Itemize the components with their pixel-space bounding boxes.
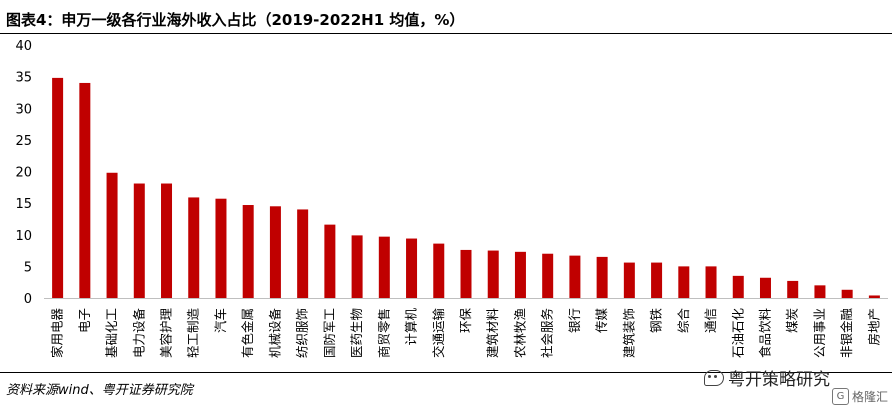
x-tick-label: 综合 <box>676 308 691 334</box>
y-tick-label: 15 <box>15 197 32 212</box>
bar-公用事业 <box>814 285 826 298</box>
bars <box>52 77 880 299</box>
bar-环保 <box>460 249 472 298</box>
bar-建筑装饰 <box>623 262 635 298</box>
x-tick-label: 钢铁 <box>649 308 664 334</box>
source-note: 资料来源wind、粤开证券研究院 <box>6 383 193 398</box>
bar-通信 <box>705 266 717 299</box>
bar-银行 <box>569 255 581 298</box>
bar-电子 <box>79 82 91 298</box>
x-tick-label: 纺织服饰 <box>295 308 310 358</box>
bar-chart: 0 5 10 15 20 25 30 35 40 家用电器 电子 基础化工 电力设备 美容护理 轻工制造汽… <box>15 39 888 359</box>
bar-纺织服饰 <box>297 209 309 298</box>
x-tick-label: 美容护理 <box>159 308 174 359</box>
x-tick-label: 国防军工 <box>322 308 337 358</box>
bar-煤炭 <box>787 280 799 298</box>
bottom-divider <box>0 372 892 373</box>
bar-建筑材料 <box>487 250 499 298</box>
x-axis-labels: 家用电器 电子 基础化工 电力设备 美容护理 轻工制造 汽车 有色金属 机械设备 纺织服饰 国防军工… <box>50 308 882 359</box>
x-tick-label: 石油石化 <box>730 308 745 359</box>
x-tick-label: 银行 <box>567 308 582 333</box>
x-tick-label: 电子 <box>77 308 92 333</box>
bar-非银金融 <box>841 289 853 298</box>
bar-医药生物 <box>351 235 363 298</box>
x-tick-label: 建筑材料 <box>485 308 500 359</box>
bar-家用电器 <box>52 77 64 298</box>
x-tick-label: 建筑装饰 <box>621 308 636 358</box>
y-tick-label: 30 <box>15 102 32 117</box>
x-tick-label: 传媒 <box>594 308 609 334</box>
logo: G 格隆汇 <box>831 388 888 405</box>
y-tick-label: 35 <box>15 71 32 86</box>
bar-传媒 <box>596 256 608 298</box>
x-tick-label: 医药生物 <box>349 308 364 358</box>
x-tick-label: 食品饮料 <box>757 308 772 359</box>
x-tick-label: 计算机 <box>404 308 419 346</box>
watermark-text: 粤开策略研究 <box>728 370 830 390</box>
x-tick-label: 非银金融 <box>839 308 854 359</box>
bar-基础化工 <box>106 172 118 298</box>
y-tick-label: 0 <box>24 292 32 307</box>
x-tick-label: 轻工制造 <box>186 308 201 359</box>
x-tick-label: 交通运输 <box>431 308 446 359</box>
bar-综合 <box>678 266 690 299</box>
bar-社会服务 <box>542 253 554 298</box>
bar-轻工制造 <box>188 197 200 298</box>
wechat-icon <box>704 369 724 386</box>
y-tick-label: 40 <box>15 39 32 54</box>
bar-美容护理 <box>161 183 173 298</box>
x-tick-label: 煤炭 <box>785 308 800 333</box>
bar-计算机 <box>406 238 418 298</box>
chart-title: 图表4：申万一级各行业海外收入占比（2019-2022H1 均值，%） <box>6 11 465 29</box>
x-tick-label: 机械设备 <box>267 308 282 359</box>
x-tick-label: 农林牧渔 <box>512 308 527 358</box>
bar-交通运输 <box>433 243 445 298</box>
x-tick-label: 汽车 <box>213 308 228 333</box>
bar-电力设备 <box>133 183 145 298</box>
y-tick-label: 10 <box>15 229 32 244</box>
bar-国防军工 <box>324 224 336 298</box>
y-axis-ticks: 0 5 10 15 20 25 30 35 40 <box>15 39 32 307</box>
x-tick-label: 通信 <box>703 308 718 333</box>
bar-有色金属 <box>242 205 254 298</box>
x-tick-label: 电力设备 <box>131 308 146 359</box>
bar-石油石化 <box>732 275 744 298</box>
x-tick-label: 商贸零售 <box>376 308 391 358</box>
bar-农林牧渔 <box>514 251 526 298</box>
watermark: 粤开策略研究 <box>704 365 830 390</box>
x-tick-label: 环保 <box>458 308 473 334</box>
y-tick-label: 20 <box>15 166 32 181</box>
logo-icon: G <box>831 388 849 405</box>
y-tick-label: 25 <box>15 134 32 149</box>
x-tick-label: 公用事业 <box>812 308 827 358</box>
top-divider <box>0 33 892 34</box>
bar-商贸零售 <box>378 236 390 298</box>
x-tick-label: 房地产 <box>866 308 881 346</box>
x-tick-label: 有色金属 <box>240 308 255 358</box>
bar-房地产 <box>868 295 880 298</box>
x-tick-label: 基础化工 <box>104 308 119 358</box>
x-tick-label: 社会服务 <box>540 308 555 358</box>
bar-钢铁 <box>651 262 663 298</box>
bar-汽车 <box>215 198 227 298</box>
logo-text: 格隆汇 <box>851 390 888 404</box>
bar-机械设备 <box>269 206 281 298</box>
y-tick-label: 5 <box>24 260 32 275</box>
bar-食品饮料 <box>759 277 771 298</box>
x-tick-label: 家用电器 <box>50 308 65 359</box>
